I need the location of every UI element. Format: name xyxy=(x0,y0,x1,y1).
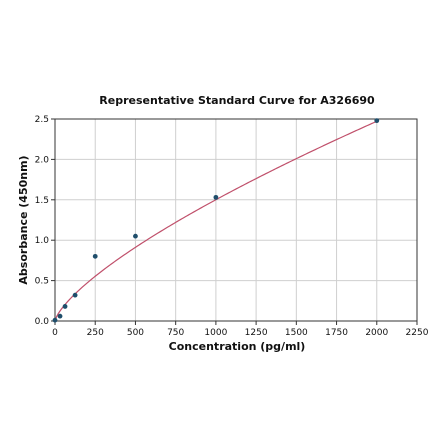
x-tick-label: 1000 xyxy=(204,328,227,338)
y-tick-label: 2.0 xyxy=(35,155,50,165)
y-tick-label: 2.5 xyxy=(35,115,49,125)
x-axis-label: Concentration (pg/ml) xyxy=(169,340,306,353)
data-point xyxy=(62,304,68,309)
x-tick-label: 250 xyxy=(87,328,104,338)
x-tick-label: 1750 xyxy=(325,328,348,338)
y-tick-label: 0.0 xyxy=(35,317,50,327)
grid-lines xyxy=(54,118,418,322)
y-axis-label: Absorbance (450nm) xyxy=(17,155,30,284)
data-point xyxy=(374,118,380,124)
data-point xyxy=(72,292,78,298)
x-tick-label: 2250 xyxy=(406,328,429,338)
tick-labels: 0 250 500 750 1000 1250 1500 1750 2000 2250 0.0 0.5… xyxy=(35,115,429,338)
data-points-layer xyxy=(52,118,380,323)
axes xyxy=(54,118,418,322)
x-tick-label: 500 xyxy=(127,328,144,338)
x-tick-label: 750 xyxy=(167,328,184,338)
y-tick-label: 0.5 xyxy=(35,277,49,287)
y-tick-label: 1.0 xyxy=(35,236,50,246)
x-tick-label: 2000 xyxy=(365,328,388,338)
data-point xyxy=(57,313,63,319)
data-point xyxy=(213,194,219,200)
x-tick-label: 1500 xyxy=(285,328,308,338)
data-point xyxy=(133,233,138,239)
data-point xyxy=(52,317,58,323)
tick-marks xyxy=(51,118,418,325)
data-point xyxy=(92,253,98,259)
plot-frame xyxy=(54,118,418,322)
y-tick-label: 1.5 xyxy=(35,196,49,206)
chart-title: Representative Standard Curve for A32669… xyxy=(99,94,375,107)
x-tick-label: 0 xyxy=(52,328,58,338)
x-tick-label: 1250 xyxy=(245,328,268,338)
